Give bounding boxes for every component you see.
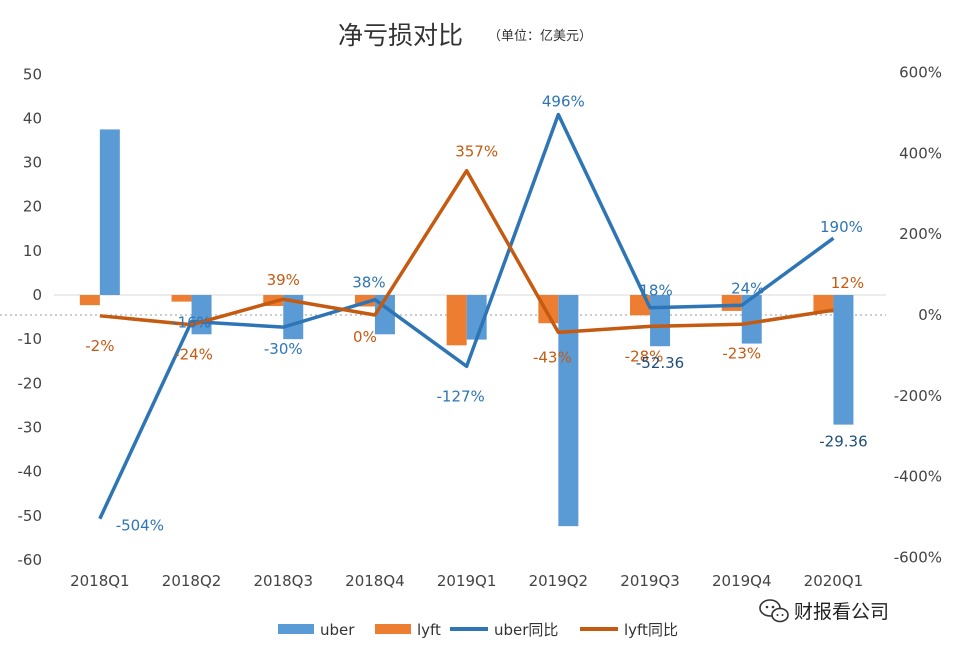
line-lyft同比 xyxy=(99,168,834,335)
bar-uber-2019Q4 xyxy=(741,295,762,344)
watermark-text: 财报看公司 xyxy=(794,601,889,623)
bar-uber-2019Q3 xyxy=(650,295,671,347)
point-label-lyft同比: -24% xyxy=(174,346,213,364)
right-tick-label: -600% xyxy=(894,549,942,567)
bar-uber-2019Q2 xyxy=(558,295,579,527)
point-label-lyft同比: -28% xyxy=(625,347,664,365)
legend-label-lyft-yoy: lyft同比 xyxy=(624,621,678,639)
bar-value-label: -52.36 xyxy=(636,354,684,372)
left-tick-label: -40 xyxy=(18,463,43,481)
bar-uber-2018Q3 xyxy=(283,295,304,340)
right-tick-label: -400% xyxy=(894,468,942,486)
x-tick-label: 2018Q3 xyxy=(253,572,313,590)
point-label-uber同比: 38% xyxy=(352,274,385,292)
left-tick-label: -10 xyxy=(18,330,43,348)
bar-value-label: -29.36 xyxy=(819,433,867,451)
left-tick-label: -60 xyxy=(18,551,43,569)
point-label-uber同比: -16% xyxy=(172,313,211,331)
right-tick-label: -200% xyxy=(894,387,942,405)
point-label-uber同比: 18% xyxy=(639,282,672,300)
left-tick-label: 20 xyxy=(23,198,42,216)
legend-swatch-lyft xyxy=(375,624,411,634)
watermark: 财报看公司 xyxy=(759,599,889,623)
left-tick-label: 40 xyxy=(23,109,42,127)
bar-uber-2018Q1 xyxy=(99,129,120,295)
bar-lyft-2018Q4 xyxy=(354,295,375,307)
left-tick-label: 30 xyxy=(23,154,42,172)
right-tick-label: 400% xyxy=(899,144,942,162)
point-label-uber同比: 190% xyxy=(820,218,863,236)
x-tick-label: 2019Q1 xyxy=(437,572,497,590)
right-tick-label: 200% xyxy=(899,225,942,243)
point-label-uber同比: -504% xyxy=(116,517,164,535)
chart-unit: （单位：亿美元） xyxy=(488,29,592,44)
point-label-lyft同比: -43% xyxy=(533,348,572,366)
point-label-lyft同比: -23% xyxy=(722,344,761,362)
x-tick-label: 2020Q1 xyxy=(804,572,864,590)
point-label-lyft同比: 0% xyxy=(353,328,377,346)
point-label-lyft同比: 357% xyxy=(455,143,498,161)
x-tick-label: 2019Q4 xyxy=(712,572,772,590)
x-tick-label: 2018Q4 xyxy=(345,572,405,590)
x-tick-label: 2018Q2 xyxy=(162,572,222,590)
left-tick-label: -20 xyxy=(18,374,43,392)
point-label-lyft同比: 39% xyxy=(267,271,300,289)
chart-title: 净亏损对比 xyxy=(338,21,463,50)
left-tick-label: 50 xyxy=(23,65,42,83)
bar-lyft-2019Q1 xyxy=(446,295,467,346)
bar-lyft-2020Q1 xyxy=(813,295,834,313)
x-tick-label: 2019Q2 xyxy=(529,572,589,590)
left-tick-label: -30 xyxy=(18,418,43,436)
lines xyxy=(98,112,835,520)
point-label-uber同比: -30% xyxy=(264,340,303,358)
right-axis: 600% 400% 200% 0% -200% -400% -600% xyxy=(894,63,942,566)
x-tick-label: 2018Q1 xyxy=(70,572,130,590)
point-label-uber同比: 24% xyxy=(731,279,764,297)
left-axis: 50 40 30 20 10 0 -10 -20 -30 -40 -50 -60 xyxy=(18,65,43,569)
bar-lyft-2019Q2 xyxy=(538,295,559,324)
bar-uber-2020Q1 xyxy=(833,295,854,425)
bar-lyft-2018Q1 xyxy=(79,295,100,306)
point-label-lyft同比: -2% xyxy=(85,337,114,355)
legend: uber lyft uber同比 lyft同比 xyxy=(278,621,678,639)
x-axis: 2018Q1 2018Q2 2018Q3 2018Q4 2019Q1 2019Q2 2019… xyxy=(70,572,863,590)
legend-swatch-uber xyxy=(278,624,314,634)
bar-lyft-2019Q4 xyxy=(721,295,742,311)
right-tick-label: 600% xyxy=(899,63,942,81)
wechat-icon xyxy=(759,599,789,623)
line-uber同比 xyxy=(98,112,835,520)
legend-label-uber-yoy: uber同比 xyxy=(494,621,558,639)
legend-label-lyft: lyft xyxy=(417,621,441,639)
point-label-uber同比: 496% xyxy=(542,93,585,111)
right-tick-label: 0% xyxy=(918,306,942,324)
bar-lyft-2018Q2 xyxy=(171,295,192,302)
point-label-lyft同比: 12% xyxy=(831,274,864,292)
point-labels: -504% -16% -30% 38% -127% 496% 18% 24% 190% -2% -2… xyxy=(85,93,867,535)
x-tick-label: 2019Q3 xyxy=(620,572,680,590)
legend-label-uber: uber xyxy=(320,621,355,639)
left-tick-label: -50 xyxy=(18,507,43,525)
left-tick-label: 10 xyxy=(23,242,42,260)
left-tick-label: 0 xyxy=(32,286,42,304)
point-label-uber同比: -127% xyxy=(437,387,485,405)
